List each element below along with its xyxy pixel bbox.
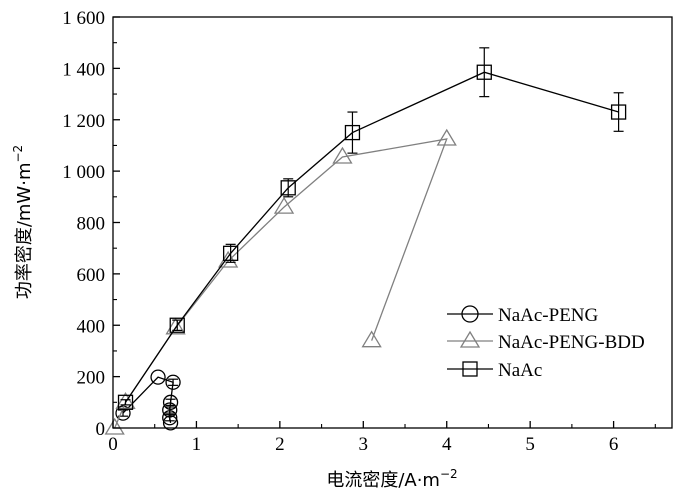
data-point [436,128,457,146]
data-point [222,245,239,261]
data-point [165,317,186,335]
legend-entry-naac-peng: NaAc-PENG [447,305,599,326]
data-point [115,405,131,421]
legend-square-marker [462,361,478,377]
legend-circle-marker [461,305,479,323]
y-tick-label: 800 [77,214,106,235]
series-square [117,47,627,410]
y-tick-label: 400 [77,316,106,337]
data-point [169,317,185,333]
data-point [104,417,125,435]
y-axis-title-sup: −2 [11,145,25,163]
x-tick-label: 6 [609,434,619,455]
legend: NaAc-PENG NaAc-PENG-BDD NaAc [447,305,645,381]
y-tick-label: 0 [96,419,106,440]
x-tick-label: 1 [192,434,202,455]
x-axis-title: 电流密度/A·m−2 [326,467,457,491]
x-axis-title-main: 电流密度/A·m [326,470,440,491]
y-axis-title: 功率密度/mW·m−2 [11,145,35,299]
data-point [476,64,492,80]
x-axis-title-sup: −2 [440,467,458,481]
data-point [162,402,178,418]
data-point [361,330,382,348]
data-point [332,146,353,164]
x-tick-label: 2 [275,434,285,455]
y-tick-label: 1 200 [62,111,105,132]
x-tick-label: 0 [108,434,118,455]
data-point [273,196,295,214]
data-point [162,394,179,410]
y-tick-label: 1 600 [62,8,105,29]
x-tick-label: 4 [442,434,452,455]
data-point [280,180,296,196]
legend-label-naac: NaAc [498,360,542,381]
x-tick-label: 5 [525,434,535,455]
y-tick-label: 1 000 [62,162,105,183]
legend-triangle-marker [459,330,481,348]
data-point [115,392,136,409]
series-triangle [104,128,457,435]
data-point [150,369,166,385]
legend-label-naac-peng: NaAc-PENG [498,305,599,326]
axes-layer: 0 1 2 3 4 5 6 0 200 400 600 800 1 000 1 200 1 400 1 600 [62,8,673,455]
data-point [162,415,179,431]
data-point [165,374,181,390]
y-axis-title-main: 功率密度/mW·m [14,163,35,300]
series-circle [115,369,181,431]
data-point [117,394,134,410]
data-point [162,410,178,426]
y-tick-label: 200 [77,368,106,389]
data-point [344,124,361,141]
legend-label-naac-peng-bdd: NaAc-PENG-BDD [498,332,645,353]
y-tick-label: 600 [77,265,106,286]
plot-frame [112,16,673,429]
legend-entry-naac-peng-bdd: NaAc-PENG-BDD [447,330,645,353]
y-tick-label: 1 400 [62,59,105,80]
plot-layer [104,47,627,435]
legend-entry-naac: NaAc [447,360,542,381]
x-tick-label: 3 [359,434,369,455]
data-point [610,104,627,120]
